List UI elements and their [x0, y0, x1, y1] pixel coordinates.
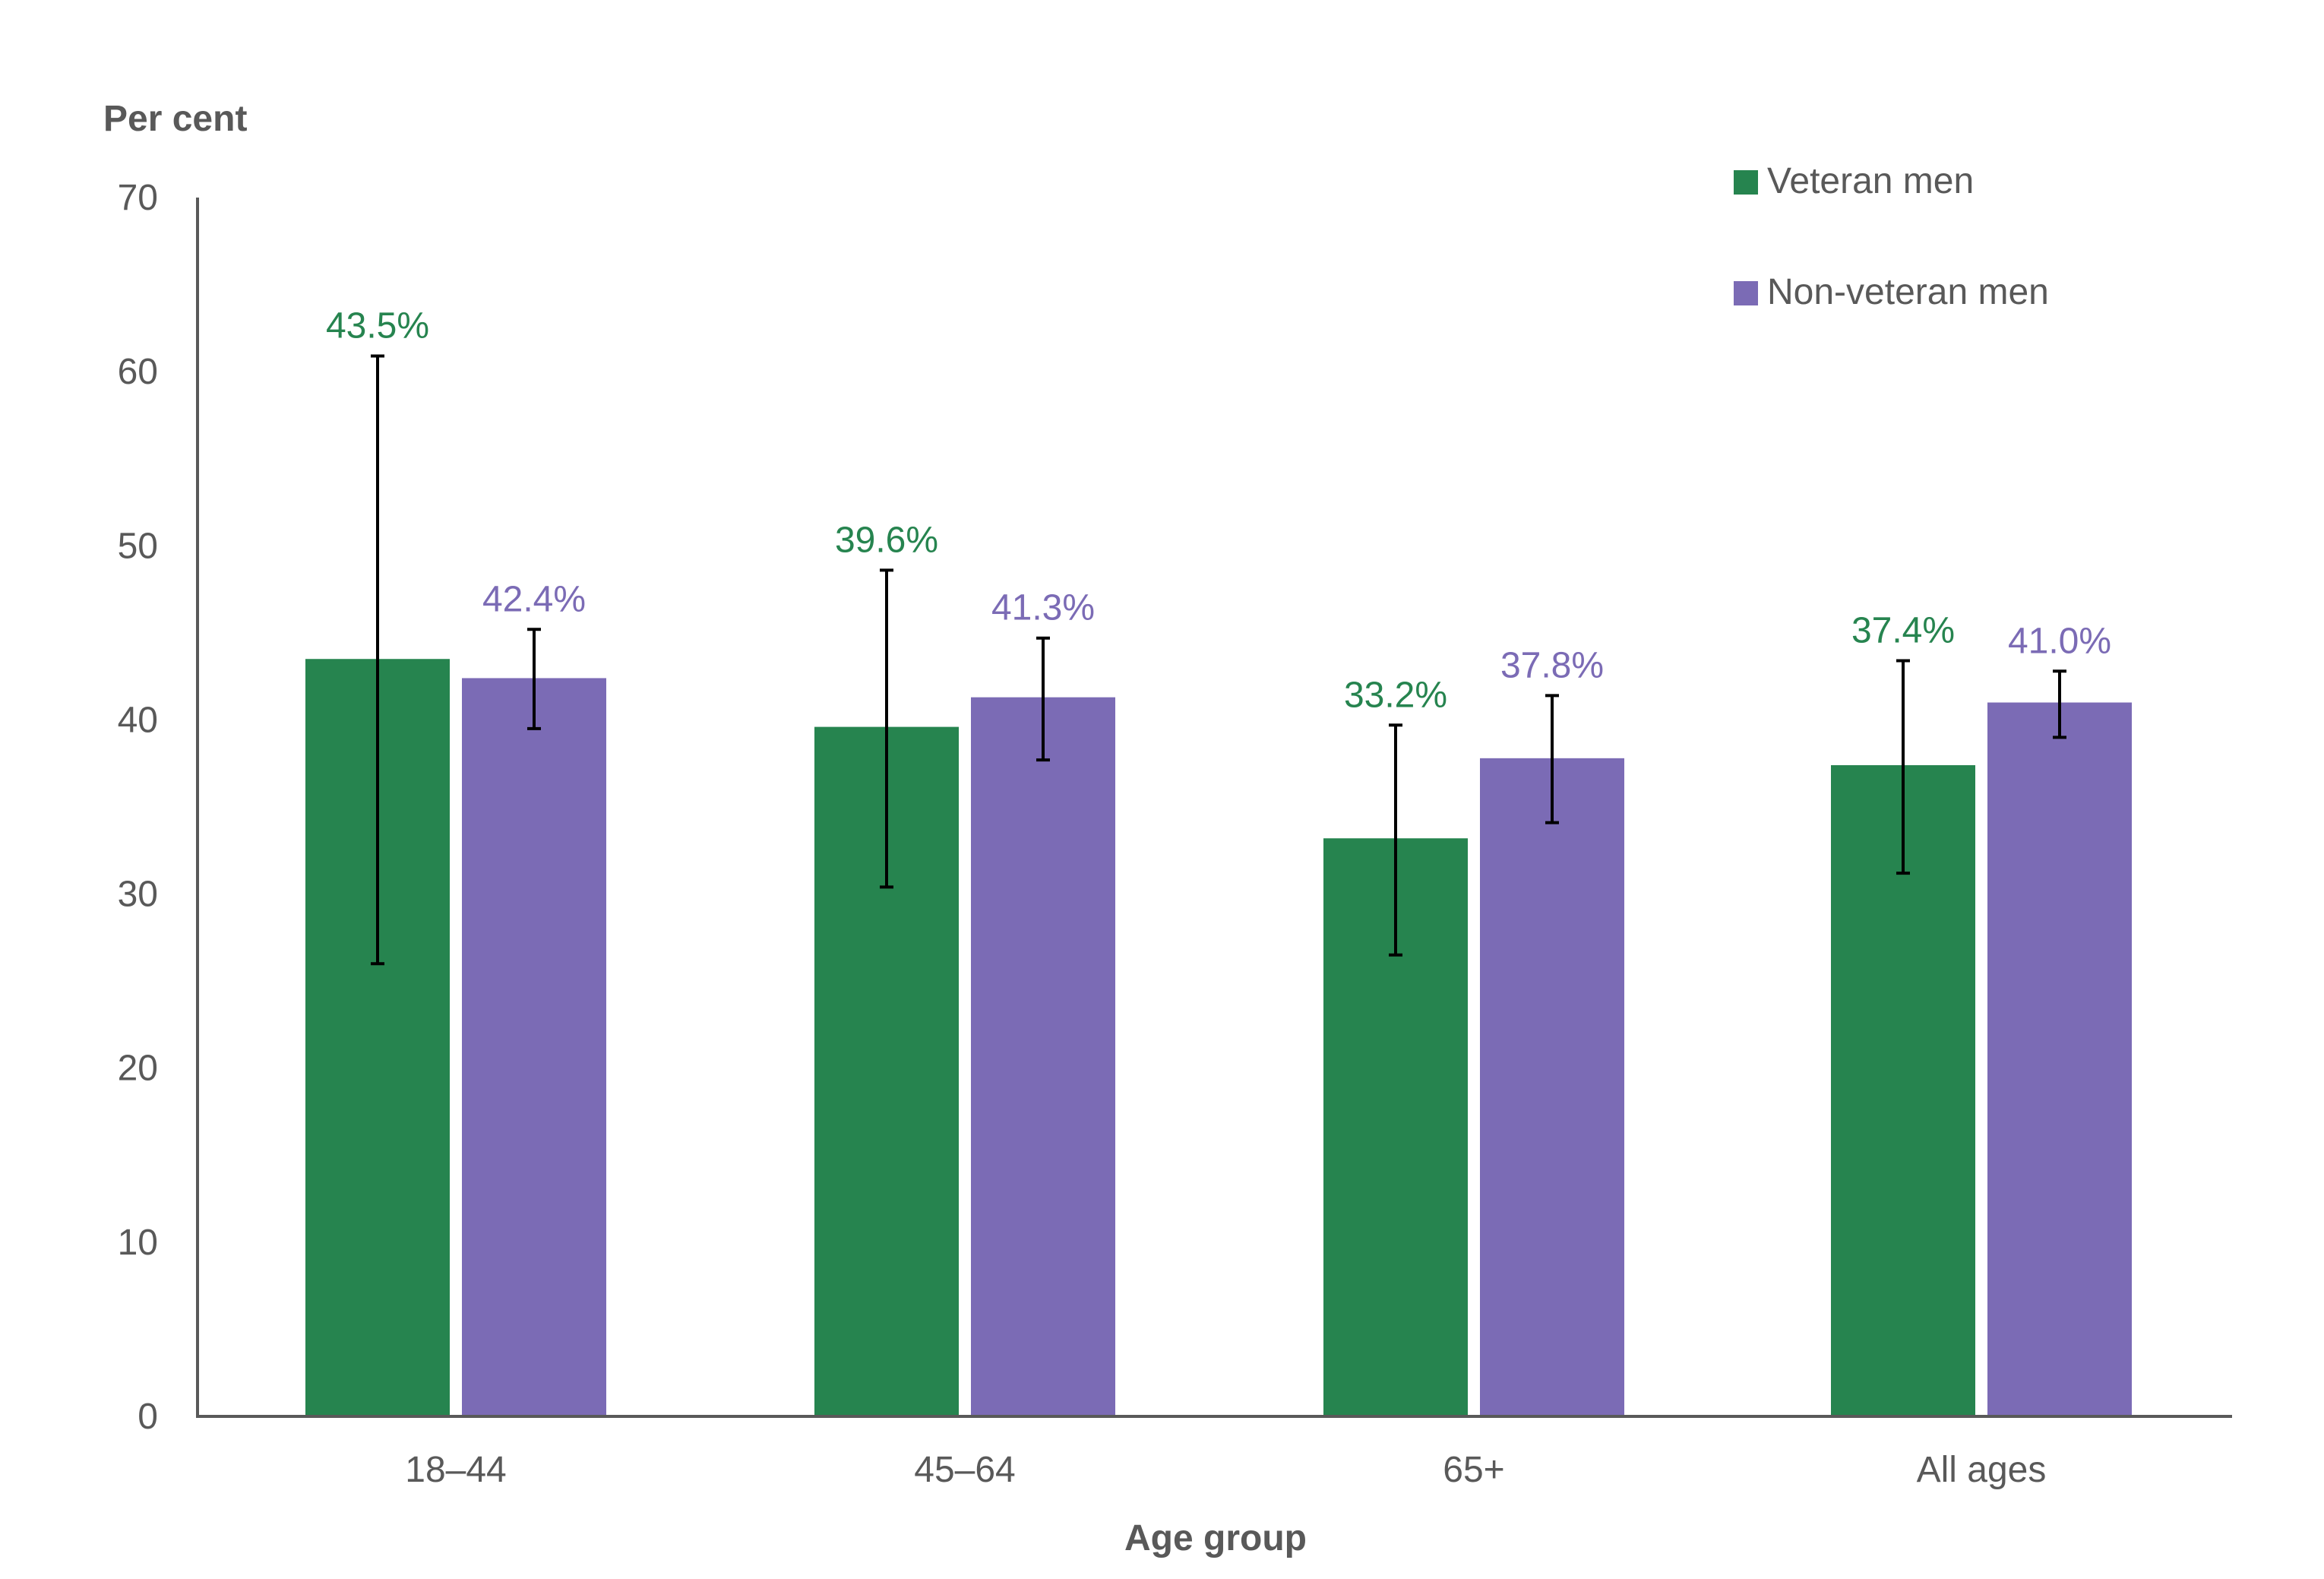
bars	[305, 659, 2132, 1416]
y-tick-label: 30	[118, 875, 158, 915]
data-labels: 43.5% 42.4% 39.6% 41.3% 33.2% 37.8% 37.4% 41.0%	[326, 306, 2111, 716]
y-tick-label: 10	[118, 1223, 158, 1263]
bar-non-veteran-3	[1987, 702, 2132, 1416]
legend: Veteran men Non-veteran men	[1734, 161, 2049, 312]
error-bar	[2053, 669, 2066, 739]
bar-non-veteran-0	[462, 678, 606, 1416]
x-tick-label: 45–64	[914, 1450, 1015, 1490]
data-label: 39.6%	[835, 520, 938, 560]
x-axis-title: Age group	[1124, 1518, 1307, 1558]
error-bar	[371, 354, 384, 966]
error-bar	[1896, 659, 1910, 875]
data-label: 42.4%	[482, 579, 586, 619]
x-tick-label: 18–44	[405, 1450, 506, 1490]
error-bar	[527, 628, 541, 730]
x-tick-label: 65+	[1443, 1450, 1504, 1490]
y-tick-label: 0	[138, 1397, 158, 1437]
x-tick-label: All ages	[1917, 1450, 2047, 1490]
y-tick-label: 60	[118, 352, 158, 392]
legend-swatch-veteran-men	[1734, 170, 1758, 195]
x-axis-ticks: 18–44 45–64 65+ All ages	[405, 1450, 2046, 1490]
y-tick-label: 50	[118, 526, 158, 566]
y-axis-title: Per cent	[103, 99, 247, 139]
error-bar	[1389, 723, 1402, 957]
bar-non-veteran-2	[1480, 758, 1624, 1416]
data-label: 37.8%	[1500, 645, 1604, 685]
y-axis-ticks: 0 10 20 30 40 50 60 70	[118, 178, 158, 1437]
error-bar	[1545, 694, 1559, 824]
data-label: 43.5%	[326, 306, 429, 346]
legend-label-veteran-men: Veteran men	[1767, 161, 1974, 201]
data-label: 41.0%	[2008, 621, 2111, 661]
error-bar	[880, 568, 893, 889]
bar-non-veteran-1	[971, 697, 1115, 1416]
error-bars	[371, 354, 2066, 966]
y-tick-label: 70	[118, 178, 158, 218]
data-label: 41.3%	[991, 588, 1095, 628]
data-label: 33.2%	[1344, 675, 1447, 715]
legend-label-non-veteran-men: Non-veteran men	[1767, 272, 2049, 312]
y-tick-label: 40	[118, 700, 158, 740]
y-tick-label: 20	[118, 1049, 158, 1089]
data-label: 37.4%	[1851, 611, 1955, 651]
error-bar	[1036, 636, 1050, 762]
legend-swatch-non-veteran-men	[1734, 281, 1758, 305]
